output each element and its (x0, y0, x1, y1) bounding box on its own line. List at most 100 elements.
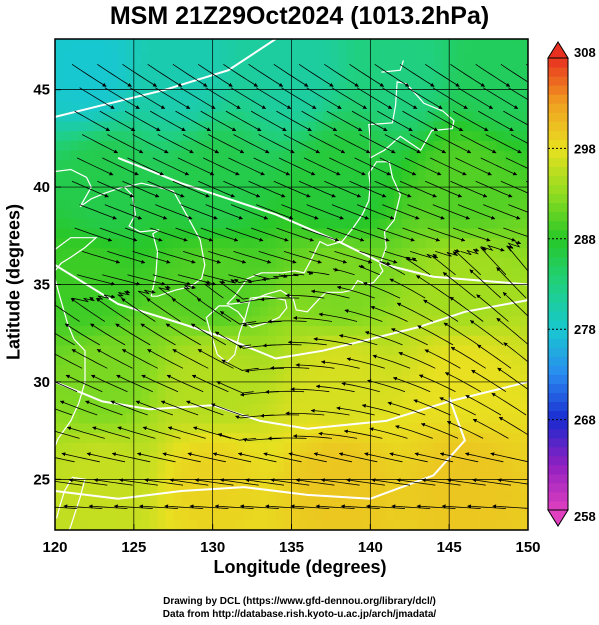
heat-cell-1092 (220, 315, 230, 327)
heat-cell-122 (70, 325, 80, 336)
heat-cell-2715 (472, 403, 482, 414)
heat-cell-629 (149, 354, 159, 365)
heat-cell-203 (78, 39, 88, 44)
streamline-342 (465, 452, 504, 463)
streamline-99 (172, 63, 208, 87)
heat-cell-3046 (520, 159, 528, 171)
heat-cell-3040 (520, 218, 528, 229)
heat-cell-288 (94, 198, 103, 210)
heat-cell-589 (141, 247, 151, 258)
heat-cell-1009 (204, 130, 214, 141)
heat-cell-1721 (315, 150, 324, 161)
heat-cell-1888 (346, 510, 356, 521)
heat-cell-1160 (228, 150, 237, 161)
heat-cell-3043 (520, 189, 528, 200)
heat-cell-2461 (433, 393, 442, 404)
streamline-297 (427, 110, 464, 132)
coastline-7 (56, 476, 86, 530)
heat-cell-746 (165, 208, 174, 219)
heat-cell-3011 (520, 500, 528, 512)
heat-cell-732 (165, 344, 174, 356)
streamline-233 (356, 204, 395, 220)
heat-cell-2064 (370, 286, 379, 297)
heat-cell-1101 (220, 227, 230, 239)
heat-cell-1969 (354, 218, 364, 229)
heat-cell-1465 (275, 159, 285, 171)
heat-cell-2105 (378, 383, 387, 395)
heat-cell-393 (110, 169, 119, 180)
heat-cell-2314 (409, 335, 419, 346)
heat-cell-945 (196, 257, 206, 268)
heat-cell-234 (86, 227, 96, 239)
colorbar-segment-6 (548, 446, 568, 457)
heat-cell-2508 (441, 432, 450, 443)
heat-cell-998 (204, 237, 214, 249)
heat-cell-433 (118, 276, 127, 288)
heat-cell-1321 (252, 72, 261, 83)
heat-cell-1636 (307, 481, 316, 492)
heat-cell-2535 (441, 169, 450, 180)
colorbar-segment-5 (548, 455, 568, 466)
colorbar-segment-23 (548, 293, 568, 303)
heat-cell-2809 (488, 481, 498, 492)
heat-cell-2923 (504, 364, 513, 375)
heat-cell-2104 (378, 393, 387, 404)
heat-cell-2184 (386, 111, 395, 122)
heat-cell-588 (141, 257, 151, 268)
heat-cell-2694 (464, 111, 474, 122)
heat-cell-1093 (220, 305, 230, 317)
heat-cell-1153 (228, 218, 237, 229)
heat-cell-2377 (417, 218, 427, 229)
heat-cell-2629 (457, 247, 466, 258)
heat-cell-2572 (449, 305, 458, 317)
heat-cell-673 (157, 422, 166, 434)
heat-cell-890 (189, 296, 198, 307)
streamline-346 (477, 344, 512, 369)
heat-cell-2110 (378, 335, 387, 346)
streamline-172 (276, 227, 314, 242)
heat-cell-2387 (417, 120, 427, 132)
heat-cell-175 (78, 305, 88, 317)
heat-cell-1395 (267, 344, 277, 356)
heat-cell-2331 (409, 169, 419, 180)
heat-cell-239 (86, 179, 96, 190)
heat-cell-1965 (354, 257, 364, 268)
heat-cell-246 (86, 111, 96, 122)
heat-cell-2343 (409, 52, 419, 63)
streamline-14 (71, 180, 109, 198)
heat-cell-2908 (504, 510, 513, 521)
heat-cell-2379 (417, 198, 427, 210)
heat-cell-1490 (283, 413, 293, 424)
streamline-347 (469, 320, 504, 346)
heat-cell-1298 (252, 296, 261, 307)
streamline-131 (233, 251, 272, 264)
heat-cell-356 (102, 39, 111, 44)
heat-cell-280 (94, 276, 103, 288)
streamline-44 (85, 400, 123, 416)
heat-cell-2938 (504, 218, 513, 229)
heat-cell-2286 (401, 111, 411, 122)
streamline-221 (320, 478, 360, 486)
heat-cell-2805 (488, 520, 498, 530)
heat-cell-2939 (504, 208, 513, 219)
heat-cell-1351 (259, 276, 269, 288)
colorbar-segment-32 (548, 211, 568, 222)
heat-cell-2927 (504, 325, 513, 336)
heat-cell-1031 (212, 413, 222, 424)
streamline-6 (55, 353, 83, 369)
heat-cell-1768 (323, 189, 332, 200)
heat-cell-1110 (220, 140, 230, 151)
heat-cell-1556 (291, 266, 300, 278)
heat-cell-2811 (488, 461, 498, 473)
heat-cell-1040 (212, 325, 222, 336)
heat-cell-887 (189, 325, 198, 336)
heat-cell-2071 (370, 218, 379, 229)
heat-cell-1333 (259, 452, 269, 463)
heat-cell-2364 (417, 344, 427, 356)
heat-cell-1798 (330, 393, 340, 404)
heat-cell-2843 (488, 150, 498, 161)
heat-cell-1371 (259, 81, 269, 93)
heat-cell-2851 (488, 72, 498, 83)
heat-cell-1803 (330, 344, 340, 356)
heat-cell-128 (70, 266, 80, 278)
